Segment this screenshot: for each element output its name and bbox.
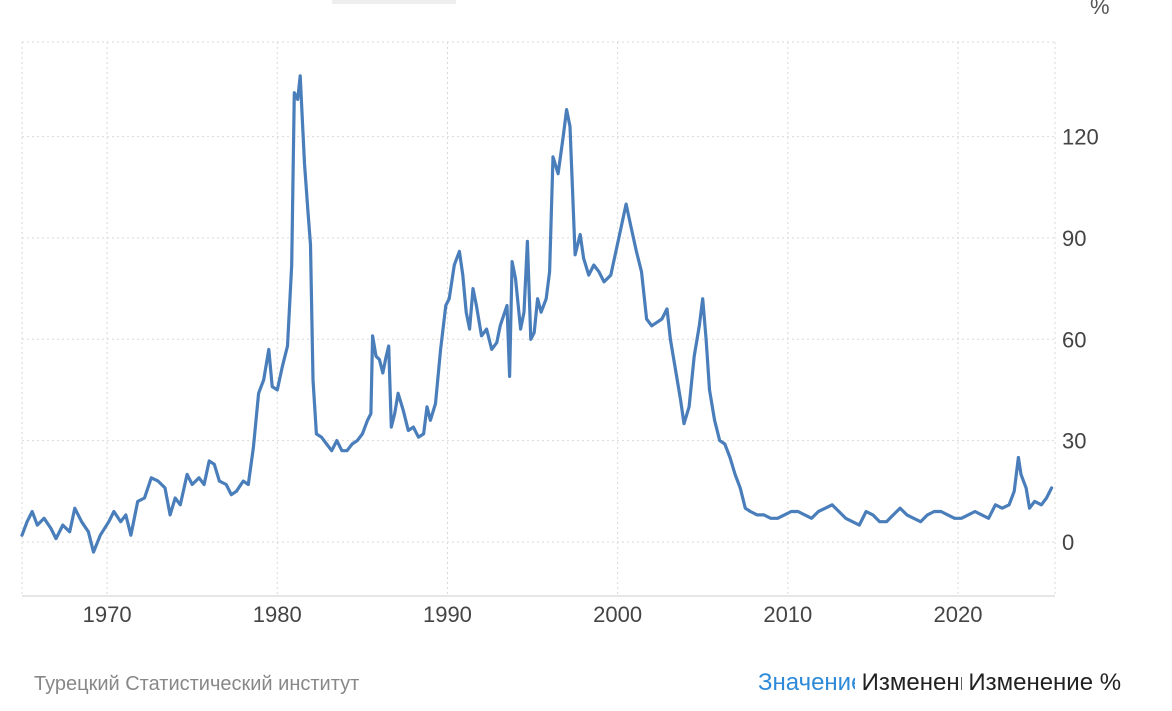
y-tick-label: 30: [1062, 429, 1086, 454]
top-tab-strip: [332, 0, 456, 4]
source-label: Турецкий Статистический институт: [34, 673, 360, 695]
grid-layer: [21, 41, 1056, 596]
y-tick-label: 60: [1062, 327, 1086, 352]
y-tick-label: 90: [1062, 226, 1086, 251]
chart-area: 1970 1980 1990 2000 2010 2020 0 30 60 90 120 %: [20, 0, 1110, 627]
tab-change-percent[interactable]: Изменение %: [968, 669, 1122, 696]
line-chart: 1970 1980 1990 2000 2010 2020 0 30 60 90 120: [20, 41, 1099, 627]
x-tick-label: 1980: [253, 602, 302, 627]
y-tick-label: 0: [1062, 530, 1074, 555]
mode-tabs: Значение Изменение Изменение %: [758, 669, 1121, 697]
series-layer: [20, 74, 1054, 554]
y-tick-label: 120: [1062, 125, 1099, 150]
x-tick-label: 1970: [83, 602, 132, 627]
tick-label-layer: 1970 1980 1990 2000 2010 2020 0 30 60 90 120: [83, 125, 1099, 627]
tab-value[interactable]: Значение: [758, 669, 855, 696]
series-line: [20, 74, 1054, 554]
x-tick-label: 2020: [934, 602, 983, 627]
tab-change[interactable]: Изменение: [861, 669, 962, 696]
x-tick-label: 2010: [763, 602, 812, 627]
y-unit-label: %: [1090, 0, 1110, 19]
x-tick-label: 2000: [593, 602, 642, 627]
x-tick-label: 1990: [423, 602, 472, 627]
